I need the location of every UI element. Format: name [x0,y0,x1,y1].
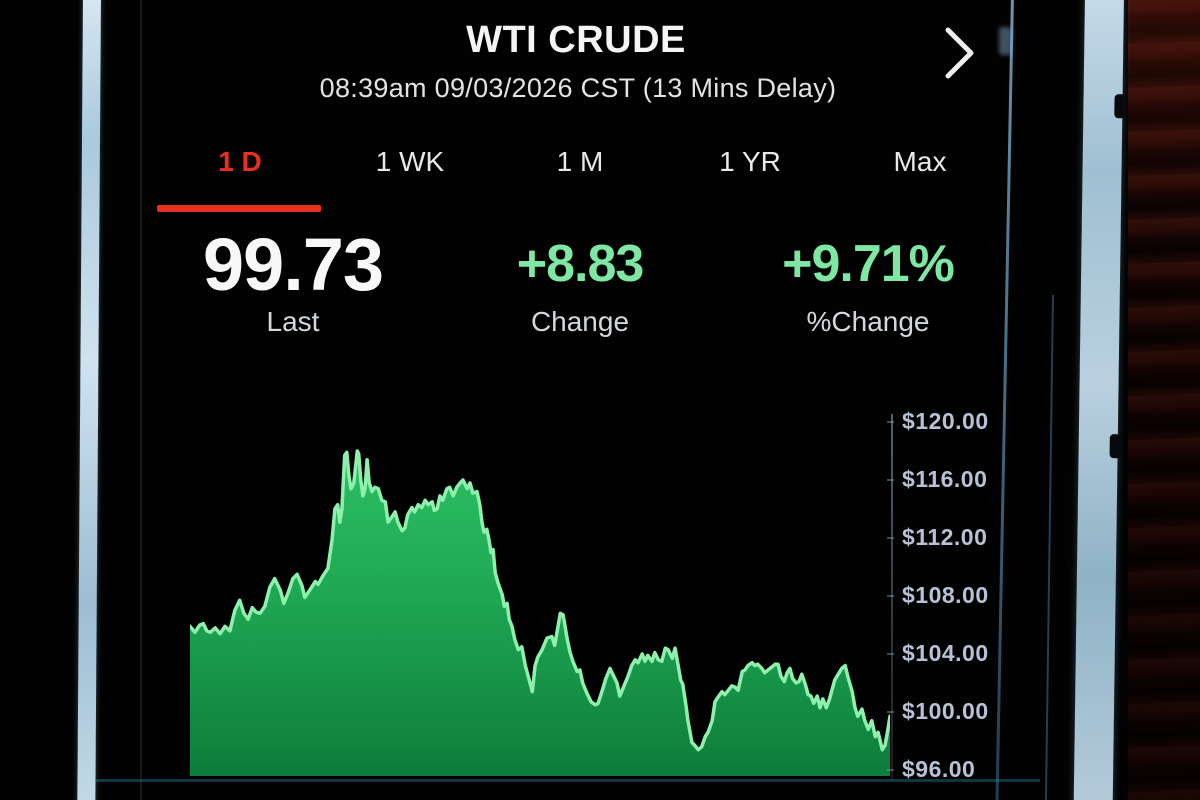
window-frame-reflection-right [1073,0,1126,800]
chevron-right-icon[interactable] [944,27,976,79]
tab-active-underline [157,205,321,212]
screen-bottom-edge-line [95,779,1040,782]
stat-last: 99.73 Last [202,222,384,338]
reflection-line-right [995,0,1014,800]
y-axis-tick [887,479,894,481]
y-axis-tick [887,769,894,771]
last-price-value: 99.73 [202,222,384,306]
pct-change-label: %Change [806,306,930,337]
y-axis-label: $120.00 [902,408,989,434]
y-axis-tick [887,537,894,539]
chart-area-fill [190,451,890,776]
range-tabs: 1 D 1 WK 1 M 1 YR Max [155,140,1005,212]
stat-change: +8.83 Change [516,228,645,338]
reflection-line-right-lower [1044,294,1054,800]
price-chart[interactable] [188,410,892,780]
y-axis-tick [887,653,894,655]
stats-row: 99.73 Last +8.83 Change +9.71% %Change [0,222,1040,348]
y-axis-label: $116.00 [902,466,988,492]
change-value: +8.83 [516,235,645,293]
reflection-smudge [999,27,1012,55]
y-axis-label: $96.00 [902,756,976,782]
chart-line [188,449,892,752]
tab-1yr[interactable]: 1 YR [719,146,781,177]
page-title: WTI CRUDE [466,19,686,61]
tab-1m[interactable]: 1 M [556,146,604,177]
tab-max[interactable]: Max [893,146,947,177]
screen-edge-line-left [140,0,142,800]
pct-change-value: +9.71% [782,235,955,293]
y-axis-line [891,414,893,780]
last-price-label: Last [266,306,320,337]
y-axis-label: $112.00 [902,524,988,550]
window-frame-reflection-left [77,0,101,800]
y-axis-label: $108.00 [902,582,989,608]
y-axis-tick [887,595,894,597]
y-axis-label: $104.00 [902,640,989,666]
wood-paneling-background [1128,0,1200,800]
tab-1wk[interactable]: 1 WK [375,146,445,177]
timestamp: 08:39am 09/03/2026 CST (13 Mins Delay) [319,73,837,103]
y-axis-label: $100.00 [902,698,989,724]
stat-pct-change: +9.71% %Change [782,228,955,338]
frame-notch [1114,94,1126,119]
tab-1d[interactable]: 1 D [155,140,325,212]
y-axis-tick [887,421,894,423]
y-axis-tick [887,711,894,713]
change-label: Change [530,306,630,337]
frame-notch [1109,434,1121,459]
